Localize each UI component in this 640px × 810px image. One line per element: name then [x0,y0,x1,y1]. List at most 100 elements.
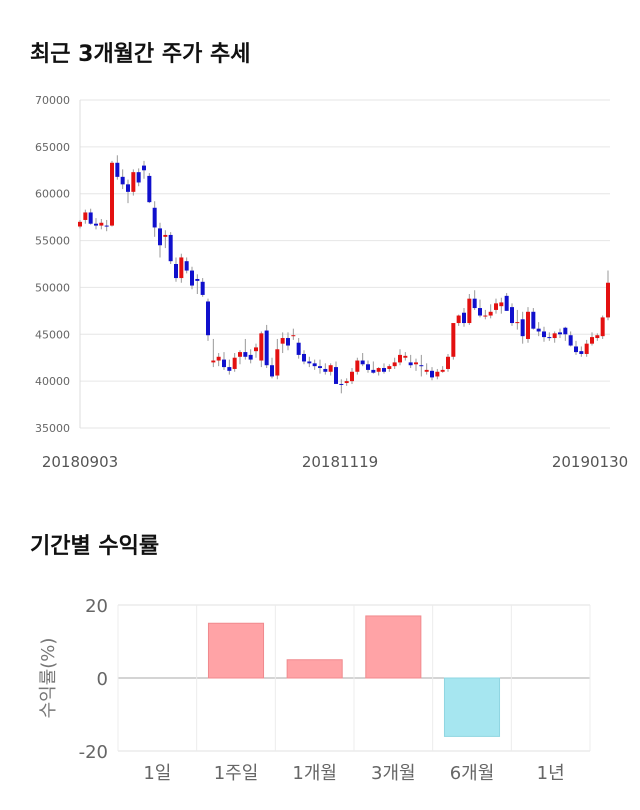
price-candle [504,293,509,311]
price-candle [419,354,424,377]
price-candle-body [456,315,461,324]
price-candle [600,315,605,339]
price-y-tick-label: 70000 [35,94,70,107]
price-candle [435,368,440,380]
price-candle [248,349,253,364]
price-candle-body [142,165,146,171]
price-candle [280,332,285,354]
price-candle-body [355,360,360,372]
price-y-tick-label: 50000 [35,281,70,294]
price-candle [94,218,98,230]
price-candle-body [360,360,365,365]
price-candle-body [248,354,253,360]
price-candle [520,311,525,344]
price-candle-body [344,381,349,384]
price-candle [536,322,541,337]
price-candle [206,298,210,341]
price-candle [259,331,264,368]
price-candle-body [526,311,530,339]
price-candle-body [302,353,306,362]
price-candle-body [536,328,541,332]
returns-x-tick-label: 3개월 [371,763,416,784]
price-candle-body [222,359,226,368]
price-candle-body [163,234,168,237]
price-candle [270,357,274,379]
returns-x-tick-label: 1주일 [214,763,259,784]
price-candle [339,379,344,394]
price-candle [99,219,104,230]
price-candle [478,299,482,318]
price-candle-body [520,319,525,337]
price-candle [232,353,237,372]
price-chart-candles [78,155,610,394]
price-candle [440,366,445,373]
returns-bar [207,622,265,679]
price-candle-body [286,338,290,346]
price-candle-body [318,366,322,369]
price-candle [344,378,349,386]
price-candle-body [168,234,173,262]
price-candle [211,338,216,368]
price-candle-body [595,335,600,339]
price-candle [264,324,269,369]
price-candle [334,361,338,384]
price-candle [142,160,146,179]
price-chart-title: 최근 3개월간 주가 추세 [30,42,251,67]
price-candle-body [275,349,280,376]
price-candle-body [435,371,440,377]
price-candle-body [600,317,605,337]
price-candle [227,359,232,375]
price-candle-body [574,346,578,353]
price-candle-body [184,261,189,271]
returns-x-tick-label: 1일 [143,763,171,784]
price-candle-body [243,352,248,357]
price-candle [104,219,109,232]
price-candle [467,293,472,325]
price-candle-body [110,162,114,226]
price-candle [398,349,402,366]
price-candle [376,367,381,376]
price-candle-body [440,369,445,372]
price-candle [515,309,520,330]
price-candle [451,323,456,360]
price-candle-body [264,330,269,366]
price-candle-body [83,212,88,220]
price-candle-body [339,383,344,385]
price-candle-body [152,207,157,228]
returns-y-tick-label: 0 [97,669,108,690]
price-candle [510,303,514,326]
returns-chart-title: 기간별 수익률 [30,534,160,559]
price-candle-body [483,315,488,317]
price-candle [78,219,82,229]
returns-chart-y-label: 수익률(%) [38,638,59,719]
price-candle [472,290,477,310]
price-candle [430,367,434,381]
price-candle-body [563,327,568,335]
price-candle [488,304,493,319]
price-candle-body [126,184,130,192]
price-candle-body [254,347,258,352]
price-candle-body [78,221,82,227]
price-candle [424,363,429,375]
price-x-tick-label: 20181119 [302,453,378,471]
price-candle [286,332,290,351]
price-candle-body [382,368,386,372]
price-candle [408,354,413,369]
price-y-tick-label: 40000 [35,375,70,388]
price-candle-body [408,362,413,366]
price-candle-body [88,212,93,224]
price-candle-body [296,342,301,355]
price-candle [456,314,461,326]
price-candle [110,160,114,227]
price-candle-body [515,322,520,324]
price-candle [483,309,488,320]
price-candle-body [94,223,98,226]
price-candle-body [238,352,242,357]
price-candle [254,343,258,358]
price-candle-body [590,337,594,344]
price-candle [200,278,205,297]
price-candle-body [174,264,178,279]
price-chart-y-axis: 70000 65000 60000 55000 50000 45000 40000 35000 [35,94,70,435]
price-candle [216,353,221,367]
price-candle-body [403,355,408,358]
